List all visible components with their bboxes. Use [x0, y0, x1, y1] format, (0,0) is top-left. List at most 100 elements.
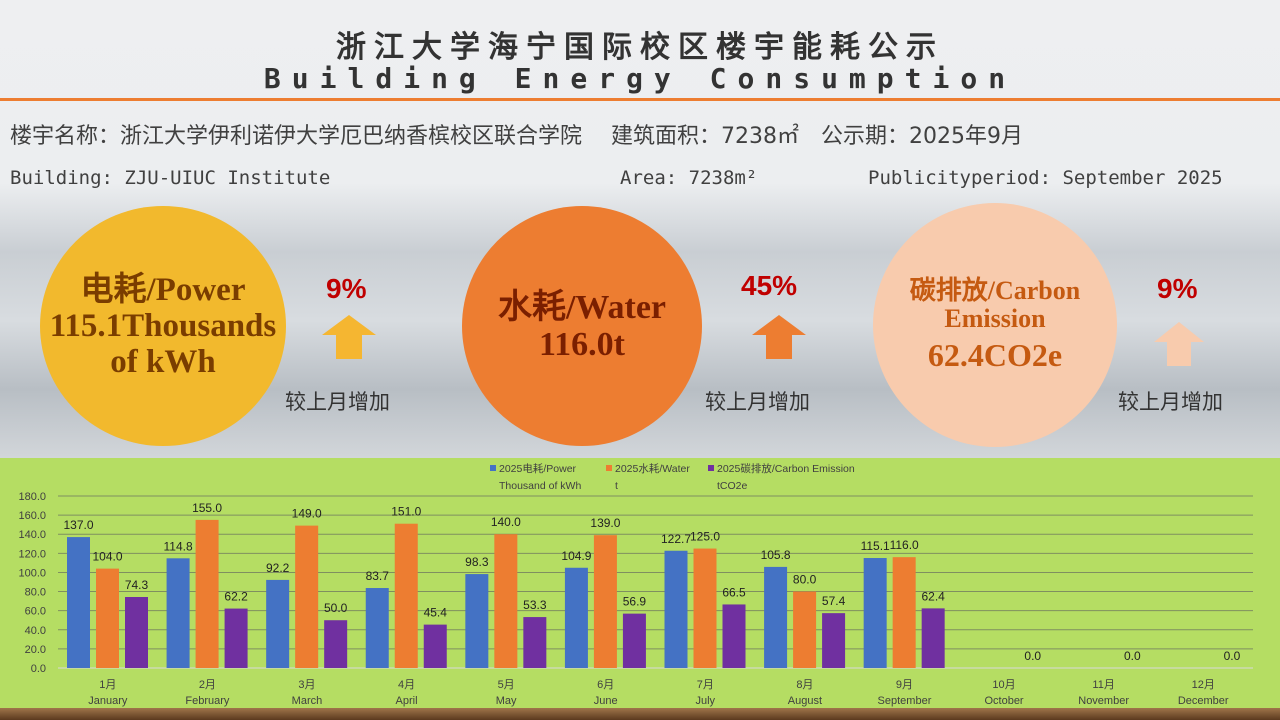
data-label: 74.3	[125, 578, 149, 592]
up-arrow-icon	[1154, 322, 1204, 366]
x-tick-label-cn: 3月	[298, 679, 315, 691]
bar-water	[295, 525, 319, 668]
power-value: 115.1Thousands of kWh	[49, 307, 277, 381]
data-label: 125.0	[690, 530, 720, 544]
power-change: 9%	[326, 273, 367, 304]
bar-power	[266, 579, 290, 668]
data-label: 0.0	[1024, 649, 1041, 663]
x-tick-label-en: October	[984, 695, 1023, 707]
power-kpi-circle: 电耗/Power 115.1Thousands of kWh	[40, 206, 286, 446]
data-label: 62.2	[224, 590, 248, 604]
data-label: 105.8	[761, 548, 791, 562]
data-label: 0.0	[1224, 649, 1241, 663]
data-label: 45.4	[424, 606, 448, 620]
y-tick-label: 180.0	[18, 491, 46, 503]
legend-label-unit: Thousand of kWh	[499, 480, 581, 492]
data-label: 104.9	[561, 549, 591, 563]
legend-label: 2025碳排放/Carbon Emission	[717, 462, 855, 475]
carbon-value: 62.4CO2e	[927, 337, 1063, 373]
area-en: Area: 7238m²	[620, 167, 758, 189]
data-label: 151.0	[391, 505, 421, 519]
bar-carbon	[822, 613, 846, 668]
data-label: 66.5	[722, 585, 746, 599]
data-label: 122.7	[661, 532, 691, 546]
x-tick-label-en: December	[1178, 695, 1229, 707]
data-label: 53.3	[523, 598, 547, 612]
title-en: Building Energy Consumption	[263, 62, 1017, 95]
floor-decoration	[0, 708, 1280, 720]
data-label: 137.0	[63, 518, 93, 532]
x-tick-label-cn: 7月	[697, 679, 714, 691]
x-tick-label-en: February	[185, 695, 230, 707]
bar-carbon	[722, 604, 746, 668]
y-tick-label: 20.0	[25, 644, 46, 656]
carbon-change-label: 较上月增加	[1118, 390, 1223, 414]
x-tick-label-cn: 9月	[896, 679, 913, 691]
data-label: 92.2	[266, 561, 290, 575]
bar-water	[693, 548, 717, 668]
x-tick-label-cn: 10月	[992, 679, 1015, 691]
x-tick-label-cn: 4月	[398, 679, 415, 691]
y-tick-label: 80.0	[25, 587, 46, 599]
carbon-label: 碳排放/Carbon Emission	[909, 275, 1081, 334]
data-label: 98.3	[465, 555, 489, 569]
data-label: 50.0	[324, 601, 348, 615]
legend-label-unit: tCO2e	[717, 480, 748, 492]
x-tick-label-cn: 8月	[796, 679, 813, 691]
data-label: 140.0	[491, 515, 521, 529]
period-en: Publicityperiod: September 2025	[868, 167, 1223, 189]
x-tick-label-en: July	[696, 695, 716, 707]
x-tick-label-en: November	[1078, 695, 1129, 707]
legend-swatch	[606, 465, 612, 471]
data-label: 0.0	[1124, 649, 1141, 663]
x-tick-label-cn: 5月	[498, 679, 515, 691]
x-tick-label-cn: 2月	[199, 679, 216, 691]
y-tick-label: 140.0	[18, 529, 46, 541]
data-label: 149.0	[292, 507, 322, 521]
x-tick-label-en: March	[292, 695, 323, 707]
bar-water	[892, 557, 916, 668]
bar-water	[394, 523, 418, 668]
water-kpi-circle: 水耗/Water 116.0t	[462, 206, 702, 446]
water-change-label: 较上月增加	[705, 390, 810, 414]
water-change: 45%	[741, 270, 798, 301]
bar-power	[764, 566, 788, 668]
y-tick-label: 160.0	[18, 510, 46, 522]
x-tick-label-en: August	[788, 695, 822, 707]
bar-power	[664, 550, 688, 668]
bar-power	[166, 558, 190, 668]
y-tick-label: 60.0	[25, 606, 46, 618]
divider	[0, 98, 1280, 101]
y-tick-label: 40.0	[25, 625, 46, 637]
water-label: 水耗/Water	[497, 288, 667, 326]
bar-water	[593, 535, 617, 668]
bar-carbon	[921, 608, 945, 668]
bar-power	[67, 537, 90, 668]
water-value: 116.0t	[539, 326, 625, 363]
bar-power	[365, 588, 389, 668]
legend-swatch	[490, 465, 496, 471]
title-cn: 浙江大学海宁国际校区楼宇能耗公示	[336, 30, 944, 65]
bar-water	[793, 591, 817, 668]
monthly-consumption-chart: 0.0 20.0 40.0 60.0 80.0 100.0 120.0 140.0 160.0 1…	[0, 458, 1280, 710]
bar-carbon	[125, 597, 148, 668]
y-tick-label: 120.0	[18, 548, 46, 560]
building-name-en: Building: ZJU-UIUC Institute	[10, 167, 331, 189]
x-tick-label-cn: 6月	[597, 679, 614, 691]
data-label: 80.0	[793, 573, 817, 587]
bar-power	[465, 574, 489, 668]
data-label: 83.7	[366, 569, 390, 583]
x-tick-label-cn: 1月	[99, 679, 116, 691]
x-tick-label-en: September	[878, 695, 932, 707]
data-label: 116.0	[890, 538, 919, 552]
bar-power	[564, 567, 588, 668]
x-tick-label-en: January	[88, 695, 128, 707]
bar-carbon	[622, 613, 646, 668]
bar-power	[863, 558, 887, 668]
data-label: 62.4	[921, 589, 945, 603]
data-label: 56.9	[623, 595, 647, 609]
bar-water	[96, 568, 119, 668]
legend-label-unit: t	[615, 480, 618, 492]
x-tick-label-en: April	[396, 695, 418, 707]
building-info-cn: 楼宇名称：浙江大学伊利诺伊大学厄巴纳香槟校区联合学院 建筑面积：7238㎡ 公示…	[10, 124, 1023, 149]
